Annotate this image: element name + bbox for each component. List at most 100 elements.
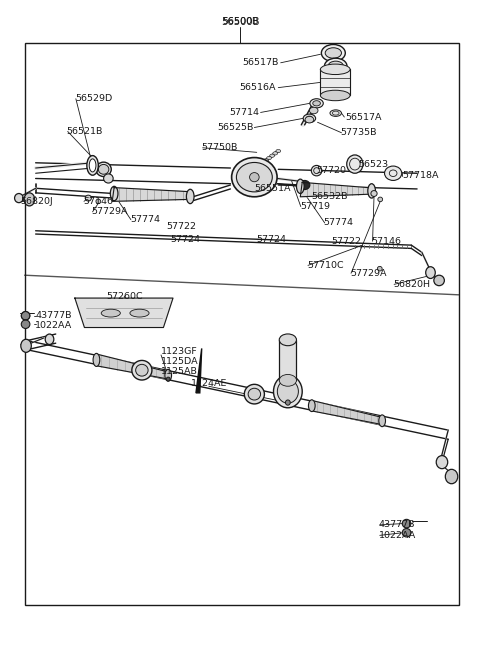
Ellipse shape [254,166,259,169]
Polygon shape [312,400,381,424]
Text: 57146: 57146 [83,197,113,206]
Text: 57735B: 57735B [340,128,377,138]
Ellipse shape [232,158,277,196]
Polygon shape [112,187,189,201]
Ellipse shape [132,360,152,380]
Ellipse shape [21,339,31,352]
Ellipse shape [328,61,343,71]
Ellipse shape [371,191,377,196]
Ellipse shape [321,90,350,101]
Polygon shape [196,348,202,393]
Text: 1022AA: 1022AA [35,321,72,330]
Ellipse shape [436,456,448,469]
Ellipse shape [261,161,265,164]
Ellipse shape [279,375,297,386]
Text: 56820J: 56820J [20,197,53,206]
Text: 57719: 57719 [300,202,330,211]
Ellipse shape [434,275,444,286]
Ellipse shape [110,186,118,200]
Text: 1125AB: 1125AB [161,367,198,376]
Bar [279,340,297,381]
Ellipse shape [166,377,170,381]
Ellipse shape [402,519,411,528]
Bar [24,43,459,605]
Ellipse shape [24,193,35,206]
Text: 57724: 57724 [256,235,286,244]
Ellipse shape [104,174,113,183]
Text: 57722: 57722 [166,221,196,231]
Ellipse shape [426,267,435,278]
Polygon shape [96,354,167,379]
Ellipse shape [98,164,109,174]
Text: 1125DA: 1125DA [161,357,199,366]
Ellipse shape [21,312,30,320]
Text: 57774: 57774 [324,218,354,227]
Ellipse shape [87,156,98,175]
Ellipse shape [300,180,310,189]
Text: 57774: 57774 [130,215,160,224]
Ellipse shape [136,364,148,376]
Text: 56500B: 56500B [221,16,259,27]
Ellipse shape [264,159,268,162]
Ellipse shape [377,267,382,271]
Ellipse shape [378,197,383,202]
Text: 57260C: 57260C [106,291,143,301]
Ellipse shape [101,309,120,317]
Text: 56517A: 56517A [345,113,382,122]
Ellipse shape [325,48,341,58]
Ellipse shape [244,384,264,404]
Ellipse shape [402,529,411,537]
Ellipse shape [312,166,322,176]
Text: 57146: 57146 [372,236,402,246]
Text: 1123GF: 1123GF [161,347,198,356]
Text: 56820H: 56820H [393,280,430,289]
Text: 57729A: 57729A [350,269,386,278]
Ellipse shape [274,375,302,408]
Text: 56523: 56523 [359,160,389,168]
Text: 57720: 57720 [317,166,347,175]
Text: 43777B: 43777B [35,311,72,320]
Text: 1022AA: 1022AA [379,531,416,540]
Ellipse shape [186,189,194,204]
Text: 56532B: 56532B [312,193,348,201]
Text: 56516A: 56516A [240,83,276,92]
Ellipse shape [96,199,101,204]
Text: 57710C: 57710C [307,261,344,270]
Ellipse shape [286,400,290,405]
Text: 56517B: 56517B [242,58,278,67]
Ellipse shape [165,369,171,381]
Text: 56529D: 56529D [75,94,112,103]
Ellipse shape [267,157,272,160]
Ellipse shape [248,388,261,400]
Text: 56500B: 56500B [222,17,258,26]
Ellipse shape [379,415,385,426]
Ellipse shape [279,334,297,346]
Text: 56551A: 56551A [254,185,291,193]
Text: 43777B: 43777B [379,520,415,529]
Ellipse shape [310,107,318,114]
Ellipse shape [384,166,402,180]
Ellipse shape [130,309,149,317]
Ellipse shape [250,173,259,181]
Ellipse shape [14,193,23,202]
Polygon shape [300,182,371,196]
Ellipse shape [257,163,262,166]
Text: 57714: 57714 [229,108,259,117]
Ellipse shape [322,45,345,62]
Text: 1124AE: 1124AE [191,379,227,388]
Ellipse shape [297,179,304,193]
Polygon shape [75,298,173,328]
Ellipse shape [305,117,314,123]
Ellipse shape [303,114,316,122]
Ellipse shape [445,470,458,483]
Ellipse shape [277,380,299,403]
Ellipse shape [45,334,54,345]
Text: 56521B: 56521B [67,127,103,136]
Text: 57729A: 57729A [92,208,128,216]
Ellipse shape [273,152,277,155]
Text: 56525B: 56525B [217,123,253,132]
Ellipse shape [313,101,321,106]
Ellipse shape [21,320,30,328]
Ellipse shape [347,155,363,174]
Ellipse shape [270,154,275,157]
